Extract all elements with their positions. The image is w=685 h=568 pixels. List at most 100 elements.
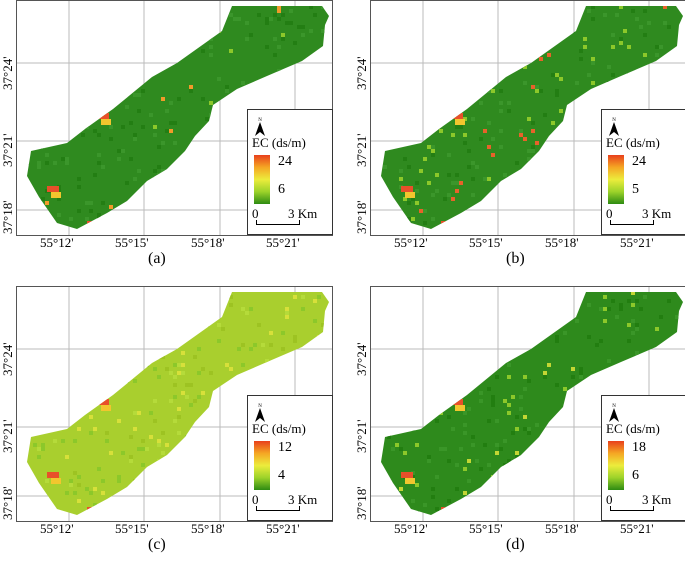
latitude-label: 37°21' (0, 419, 15, 453)
study-area-region (27, 6, 329, 229)
longitude-label: 55°15' (115, 235, 149, 250)
legend: N EC (ds/m) 24 5 0 3 Km (601, 109, 685, 235)
salinity-map (371, 287, 685, 521)
longitude-label: 55°12' (394, 521, 428, 536)
high-salinity-patch (47, 186, 59, 192)
high-salinity-patch (91, 513, 101, 515)
high-salinity-patch (97, 113, 109, 119)
scale-bar-zero: 0 (606, 492, 613, 507)
north-label: N (612, 404, 616, 409)
scale-bar-end: 3 Km (288, 492, 318, 507)
high-salinity-patch (401, 472, 413, 478)
scale-bar (610, 506, 654, 511)
latitude-label: 37°18' (0, 200, 15, 234)
high-salinity-patch (167, 201, 179, 207)
longitude-label: 55°18' (191, 521, 225, 536)
latitude-label: 37°18' (354, 486, 369, 520)
latitude-label: 37°21' (0, 133, 15, 167)
high-salinity-patch (87, 221, 99, 227)
color-ramp (608, 441, 624, 490)
latitude-label: 37°24' (354, 56, 369, 90)
longitude-label: 55°12' (40, 235, 74, 250)
scale-bar-end: 3 Km (642, 492, 672, 507)
latitude-label: 37°21' (354, 419, 369, 453)
color-ramp (254, 155, 270, 204)
legend-title: EC (ds/m) (252, 421, 306, 436)
latitude-label: 37°21' (354, 133, 369, 167)
high-salinity-patch (521, 201, 533, 207)
north-arrow-icon: N (609, 404, 619, 422)
high-salinity-patch (455, 119, 465, 125)
high-salinity-patch (51, 192, 61, 198)
scale-bar-end: 3 Km (288, 206, 318, 221)
longitude-label: 55°12' (40, 521, 74, 536)
study-area-region (381, 292, 683, 515)
legend-max-value: 12 (278, 440, 292, 455)
salinity-map (371, 1, 685, 235)
latitude-label: 37°18' (354, 200, 369, 234)
study-area-region (27, 292, 329, 515)
legend-max-value: 24 (278, 154, 292, 169)
north-label: N (258, 118, 262, 123)
color-ramp (608, 155, 624, 204)
high-salinity-patch (207, 415, 219, 421)
longitude-label: 55°18' (545, 521, 579, 536)
panel-caption: (c) (148, 536, 166, 553)
north-label: N (612, 118, 616, 123)
high-salinity-patch (51, 478, 61, 484)
legend-min-value: 6 (632, 468, 639, 483)
scale-bar (610, 220, 654, 225)
scale-bar-zero: 0 (252, 492, 259, 507)
high-salinity-patch (405, 478, 415, 484)
map-frame (370, 0, 685, 236)
latitude-label: 37°24' (0, 56, 15, 90)
high-salinity-patch (445, 227, 455, 229)
longitude-label: 55°15' (469, 521, 503, 536)
high-salinity-patch (441, 221, 453, 227)
panel-caption: (b) (506, 250, 525, 267)
north-label: N (258, 404, 262, 409)
legend-max-value: 18 (632, 440, 646, 455)
salinity-map (17, 287, 332, 521)
panel-caption: (d) (506, 536, 525, 553)
high-salinity-patch (401, 186, 413, 192)
color-ramp (254, 441, 270, 490)
high-salinity-patch (91, 227, 101, 229)
legend-title: EC (ds/m) (606, 421, 660, 436)
north-arrow-icon: N (609, 118, 619, 136)
legend: N EC (ds/m) 18 6 0 3 Km (601, 395, 685, 521)
latitude-label: 37°24' (354, 342, 369, 376)
high-salinity-patch (521, 487, 533, 493)
high-salinity-patch (441, 507, 453, 513)
high-salinity-patch (405, 192, 415, 198)
longitude-label: 55°21' (266, 521, 300, 536)
high-salinity-patch (451, 399, 463, 405)
high-salinity-patch (561, 415, 573, 421)
high-salinity-patch (445, 513, 455, 515)
latitude-label: 37°18' (0, 486, 15, 520)
longitude-label: 55°15' (115, 521, 149, 536)
longitude-label: 55°21' (620, 235, 654, 250)
high-salinity-patch (101, 405, 111, 411)
scale-bar-zero: 0 (606, 206, 613, 221)
latitude-label: 37°24' (0, 342, 15, 376)
legend: N EC (ds/m) 12 4 0 3 Km (247, 395, 333, 521)
scale-bar-end: 3 Km (642, 206, 672, 221)
legend-min-value: 5 (632, 182, 639, 197)
north-arrow-icon: N (255, 118, 265, 136)
legend-title: EC (ds/m) (252, 135, 306, 150)
longitude-label: 55°15' (469, 235, 503, 250)
scale-bar-zero: 0 (252, 206, 259, 221)
legend-max-value: 24 (632, 154, 646, 169)
scale-bar (256, 220, 300, 225)
high-salinity-patch (561, 129, 573, 135)
north-arrow-icon: N (255, 404, 265, 422)
high-salinity-patch (47, 472, 59, 478)
longitude-label: 55°18' (191, 235, 225, 250)
longitude-label: 55°12' (394, 235, 428, 250)
high-salinity-patch (451, 113, 463, 119)
longitude-label: 55°18' (545, 235, 579, 250)
legend-min-value: 6 (278, 182, 285, 197)
legend-title: EC (ds/m) (606, 135, 660, 150)
longitude-label: 55°21' (266, 235, 300, 250)
